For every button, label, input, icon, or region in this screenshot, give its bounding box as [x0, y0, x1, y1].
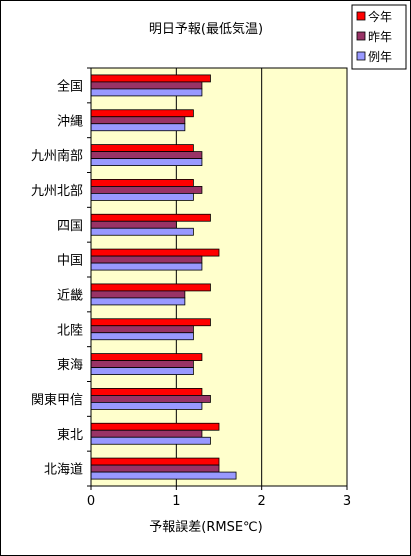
- bar: [90, 186, 203, 194]
- bar: [90, 395, 211, 403]
- legend-swatch: [356, 31, 366, 41]
- bar: [90, 74, 211, 83]
- category-label: 北陸: [57, 322, 83, 338]
- category-label: 全国: [57, 78, 83, 94]
- chart-title: 明日予報(最低気温): [149, 21, 263, 37]
- legend-swatch: [356, 51, 366, 61]
- bar: [90, 81, 203, 90]
- bar: [90, 360, 194, 368]
- legend-label: 今年: [368, 9, 392, 24]
- bar: [90, 457, 220, 466]
- bar: [90, 325, 194, 334]
- bar: [90, 179, 194, 187]
- category-label: 九州北部: [31, 184, 83, 199]
- bar: [90, 471, 237, 480]
- bar: [90, 318, 211, 327]
- bar: [90, 123, 186, 132]
- bar: [90, 109, 194, 118]
- bar: [90, 283, 211, 292]
- plot-border: [90, 67, 348, 487]
- bar: [90, 248, 220, 257]
- bar: [90, 88, 203, 97]
- bar: [90, 116, 186, 125]
- bar: [90, 332, 194, 341]
- legend-label: 昨年: [368, 30, 392, 44]
- category-label: 沖縄: [57, 114, 83, 129]
- x-tick-label: 1: [172, 494, 180, 509]
- x-axis-label: 予報誤差(RMSE℃): [149, 519, 262, 535]
- x-tick-label: 3: [343, 494, 351, 509]
- bar: [90, 213, 211, 222]
- bar: [90, 158, 203, 166]
- legend-label: 例年: [368, 50, 392, 64]
- bar: [90, 297, 186, 306]
- bar: [90, 436, 211, 445]
- bar: [90, 353, 203, 361]
- bar: [90, 255, 203, 264]
- category-label: 九州南部: [31, 148, 83, 164]
- bar: [90, 220, 177, 229]
- bar: [90, 290, 186, 299]
- bar: [90, 429, 203, 438]
- bar: [90, 193, 194, 201]
- category-label: 北海道: [44, 463, 83, 478]
- category-label: 四国: [57, 219, 83, 234]
- category-label: 近畿: [57, 288, 83, 303]
- bar: [90, 227, 194, 236]
- bar: [90, 464, 220, 473]
- category-label: 関東甲信: [31, 392, 83, 408]
- bar: [90, 367, 194, 375]
- plot-background: [91, 68, 347, 486]
- legend-swatch: [356, 11, 366, 21]
- bar: [90, 388, 203, 396]
- category-label: 東北: [57, 427, 83, 443]
- x-tick-label: 2: [258, 494, 266, 509]
- bar: [90, 422, 220, 431]
- x-tick-label: 0: [87, 494, 95, 509]
- category-label: 東海: [57, 357, 83, 373]
- bar: [90, 262, 203, 271]
- bar: [90, 151, 203, 159]
- bar: [90, 402, 203, 410]
- category-label: 中国: [57, 254, 83, 269]
- bar: [90, 144, 194, 152]
